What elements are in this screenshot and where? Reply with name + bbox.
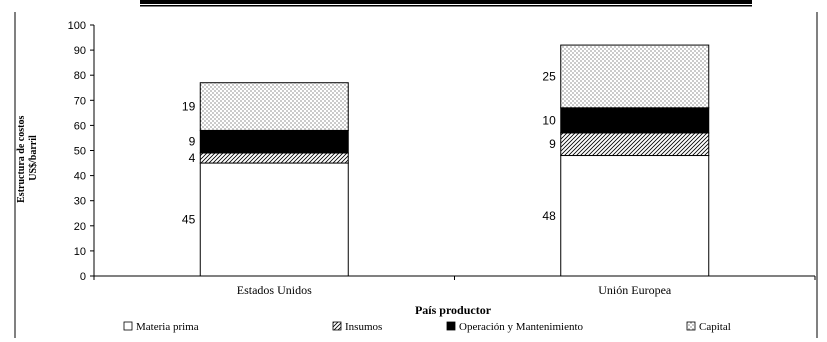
bar-segment (199, 82, 349, 131)
legend-item: Operación y Mantenimiento (446, 321, 584, 333)
bar-segment (560, 44, 710, 109)
y-tick-label: 90 (74, 45, 86, 57)
segment-value-label: 45 (182, 213, 196, 227)
bar-segment (199, 152, 349, 164)
bar-segment (560, 107, 710, 134)
bars (199, 44, 710, 277)
x-axis-categories: Estados Unidos Unión Europea (237, 283, 672, 297)
bar-segment (560, 132, 710, 157)
segment-value-label: 48 (542, 209, 556, 223)
legend: Materia prima Insumos Operación y Mantenim… (123, 321, 731, 333)
y-tick-label: 50 (74, 146, 86, 158)
legend-swatch (123, 321, 133, 331)
segment-value-label: 9 (189, 135, 196, 149)
bar-segment (199, 162, 349, 277)
segment-value-label: 25 (542, 69, 556, 83)
y-axis-ticks: 0 10 20 30 40 50 60 70 80 90 100 (68, 20, 94, 283)
y-axis-title: Estructura de costos US$/barril (16, 113, 39, 203)
legend-swatch (686, 321, 696, 331)
segment-value-label: 10 (542, 113, 556, 127)
title-strip (140, 0, 752, 7)
x-category-label: Estados Unidos (237, 283, 312, 297)
legend-item: Capital (686, 321, 731, 333)
frame-borders (14, 12, 818, 338)
legend-item: Materia prima (123, 321, 199, 333)
y-tick-label: 20 (74, 221, 86, 233)
y-tick-label: 30 (74, 196, 86, 208)
legend-item: Insumos (332, 321, 382, 333)
segment-value-label: 9 (549, 137, 556, 151)
segment-labels: 45 4 9 19 48 9 10 25 (182, 69, 556, 226)
legend-label: Capital (699, 321, 731, 333)
y-axis-title-line-1: Estructura de costos (16, 116, 27, 203)
legend-swatch (332, 321, 342, 331)
y-tick-label: 60 (74, 120, 86, 132)
y-axis-title-line-2: US$/barril (28, 135, 39, 181)
legend-label: Insumos (345, 321, 382, 333)
segment-value-label: 19 (182, 100, 196, 114)
legend-label: Materia prima (136, 321, 199, 333)
x-category-label: Unión Europea (598, 283, 672, 297)
legend-swatch (446, 321, 456, 331)
bar-segment (199, 129, 349, 154)
y-tick-label: 80 (74, 70, 86, 82)
segment-value-label: 4 (189, 151, 196, 165)
y-tick-label: 40 (74, 171, 86, 183)
y-tick-label: 10 (74, 246, 86, 258)
y-tick-label: 70 (74, 95, 86, 107)
x-axis-title: País productor (415, 303, 492, 317)
y-tick-label: 0 (80, 271, 86, 283)
y-tick-label: 100 (68, 20, 86, 32)
bar-segment (560, 155, 710, 277)
legend-label: Operación y Mantenimiento (459, 321, 584, 333)
